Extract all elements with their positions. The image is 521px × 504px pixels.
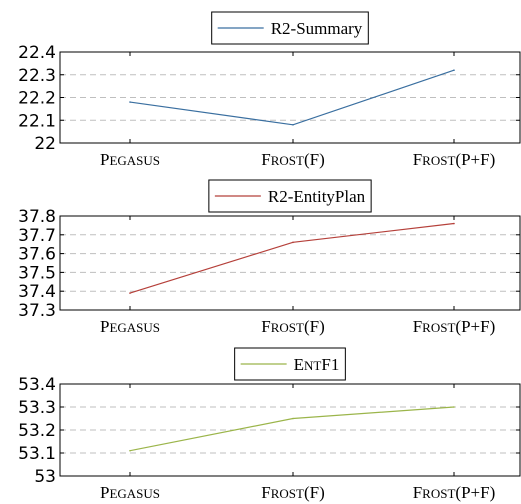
data-point — [129, 101, 131, 103]
legend-box — [211, 11, 369, 45]
xtick-label: FROST(F) — [261, 150, 325, 169]
ytick-label: 53.3 — [18, 398, 56, 418]
ytick-label: 22 — [34, 134, 56, 154]
legend-label: ENTF1 — [294, 355, 340, 374]
legend: R2-Summary — [211, 11, 369, 45]
plot-frame — [59, 215, 521, 311]
data-point — [453, 406, 455, 408]
ytick-label: 37.8 — [18, 207, 56, 227]
data-point — [292, 124, 294, 126]
data-point — [453, 222, 455, 225]
xtick-label: FROST(F) — [261, 483, 325, 502]
ytick-label: 22.4 — [18, 43, 56, 63]
ytick-label: 53.4 — [18, 375, 56, 395]
ytick-label: 53.2 — [18, 421, 56, 441]
xtick-label: PEGASUS — [100, 317, 160, 336]
plot-frame — [59, 383, 521, 477]
legend-label: R2-EntityPlan — [268, 187, 366, 206]
data-point — [292, 241, 294, 244]
xtick-label: PEGASUS — [100, 483, 160, 502]
legend: R2-EntityPlan — [208, 179, 372, 213]
xtick-label: FROST(P+F) — [413, 483, 496, 502]
chart-panel-2: 37.337.437.537.637.737.8 PEGASUS FROST(F) F… — [18, 179, 521, 336]
ytick-label: 37.5 — [18, 263, 56, 283]
xtick-label: FROST(P+F) — [413, 317, 496, 336]
ytick-label: 22.2 — [18, 89, 56, 109]
xtick-label: FROST(P+F) — [413, 150, 496, 169]
ytick-label: 53 — [34, 467, 56, 487]
series-line-r2-entityplan — [129, 222, 455, 294]
data-point — [292, 417, 294, 420]
chart-panel-3: 53 53.1 53.2 53.3 53.4 PEGASUS FROST(F) FROST(P… — [18, 347, 521, 502]
ytick-label: 37.7 — [18, 226, 56, 246]
data-point — [453, 69, 455, 71]
data-point — [129, 292, 131, 294]
ytick-label: 37.6 — [18, 245, 56, 265]
ytick-label: 53.1 — [18, 444, 56, 464]
chart-panel-1: 22 22.122.2 22.3 22.4 PEGASUS FROST(F) FROST(P… — [18, 11, 521, 169]
xtick-label: PEGASUS — [100, 150, 160, 169]
xtick-label: FROST(F) — [261, 317, 325, 336]
series-line-entf1 — [129, 406, 455, 452]
ytick-label: 22.1 — [18, 111, 56, 131]
legend: ENTF1 — [234, 347, 346, 381]
ytick-label: 37.4 — [18, 282, 56, 302]
ytick-label: 22.3 — [18, 66, 56, 86]
ytick-label: 37.3 — [18, 301, 56, 321]
plot-frame — [59, 51, 521, 144]
data-point — [129, 449, 131, 452]
legend-label: R2-Summary — [271, 19, 363, 38]
